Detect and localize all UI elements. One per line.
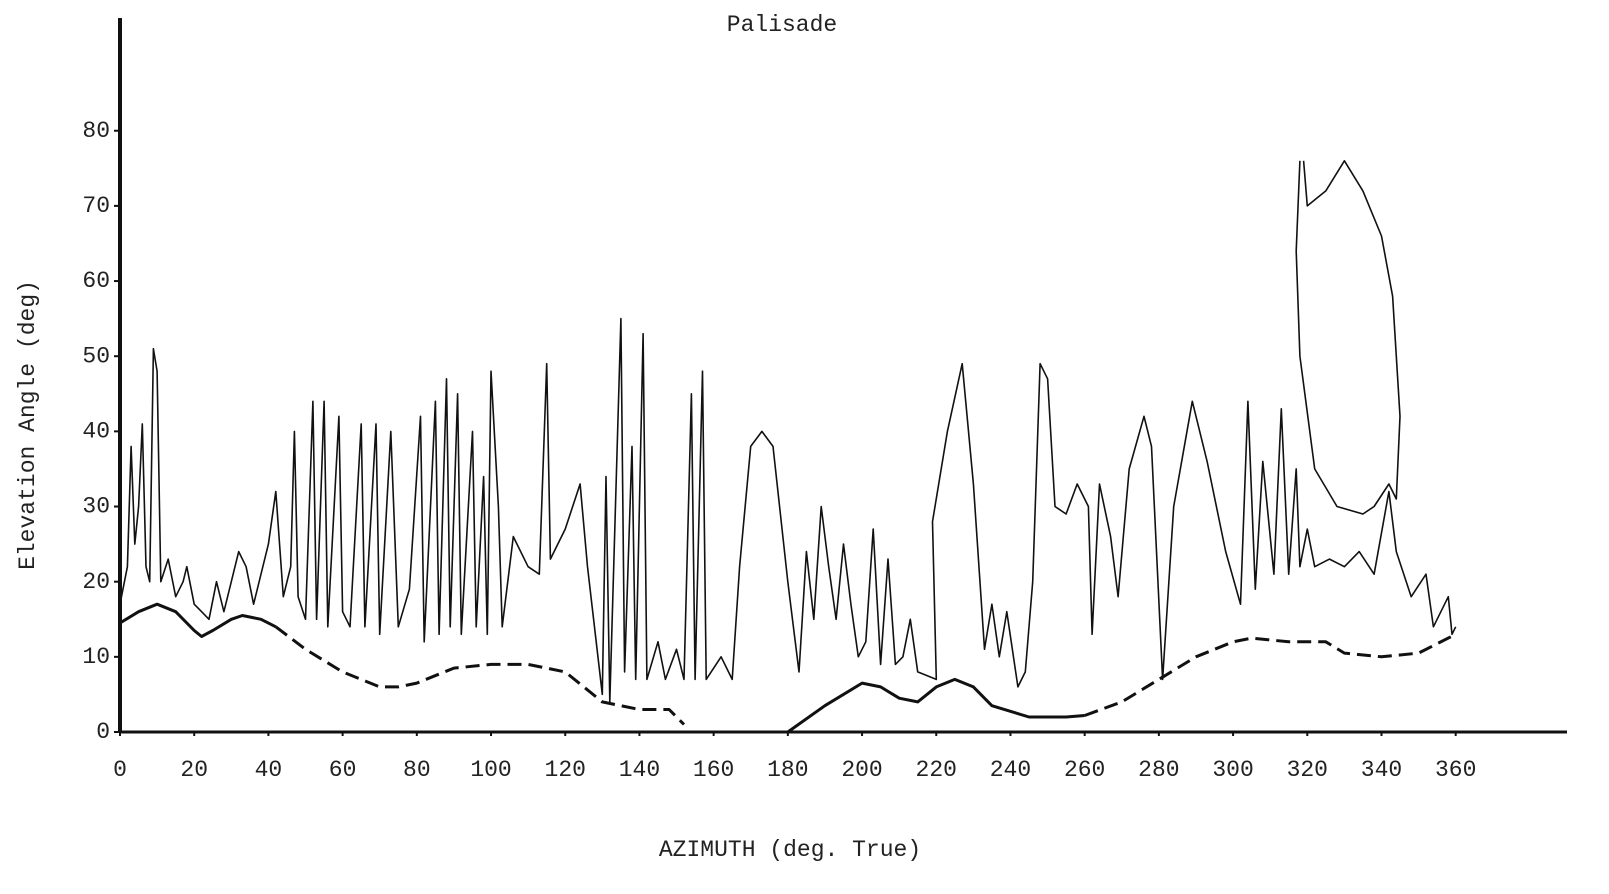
x-tick-label: 280 bbox=[1138, 757, 1179, 783]
x-tick-label: 0 bbox=[113, 757, 127, 783]
x-tick-label: 300 bbox=[1212, 757, 1253, 783]
y-tick-label: 0 bbox=[96, 719, 110, 745]
x-tick-label: 320 bbox=[1287, 757, 1328, 783]
x-tick-label: 360 bbox=[1435, 757, 1476, 783]
y-tick-label: 40 bbox=[82, 418, 110, 444]
x-tick-label: 140 bbox=[619, 757, 660, 783]
y-tick-label: 20 bbox=[82, 569, 110, 595]
y-tick-label: 70 bbox=[82, 193, 110, 219]
x-tick-label: 340 bbox=[1361, 757, 1402, 783]
x-tick-label: 60 bbox=[329, 757, 357, 783]
series-line bbox=[1084, 632, 1457, 717]
x-tick-label: 20 bbox=[180, 757, 208, 783]
x-tick-label: 260 bbox=[1064, 757, 1105, 783]
y-tick-label: 50 bbox=[82, 343, 110, 369]
x-tick-label: 240 bbox=[990, 757, 1031, 783]
x-tick-label: 160 bbox=[693, 757, 734, 783]
x-tick-label: 40 bbox=[255, 757, 283, 783]
series-line bbox=[274, 625, 686, 726]
y-tick-label: 30 bbox=[82, 494, 110, 520]
series-line bbox=[1295, 160, 1401, 515]
y-axis-label: Elevation Angle (deg) bbox=[15, 280, 41, 570]
x-tick-label: 180 bbox=[767, 757, 808, 783]
x-tick-label: 100 bbox=[470, 757, 511, 783]
series-line bbox=[786, 677, 1085, 734]
x-tick-label: 80 bbox=[403, 757, 431, 783]
x-tick-label: 200 bbox=[841, 757, 882, 783]
x-axis-label: AZIMUTH (deg. True) bbox=[659, 837, 921, 863]
y-tick-label: 80 bbox=[82, 118, 110, 144]
series-line bbox=[119, 317, 1457, 703]
x-tick-label: 220 bbox=[916, 757, 957, 783]
y-tick-label: 60 bbox=[82, 268, 110, 294]
chart-title: Palisade bbox=[727, 12, 837, 38]
x-tick-label: 120 bbox=[545, 757, 586, 783]
y-tick-label: 10 bbox=[82, 644, 110, 670]
series-line bbox=[119, 602, 277, 638]
